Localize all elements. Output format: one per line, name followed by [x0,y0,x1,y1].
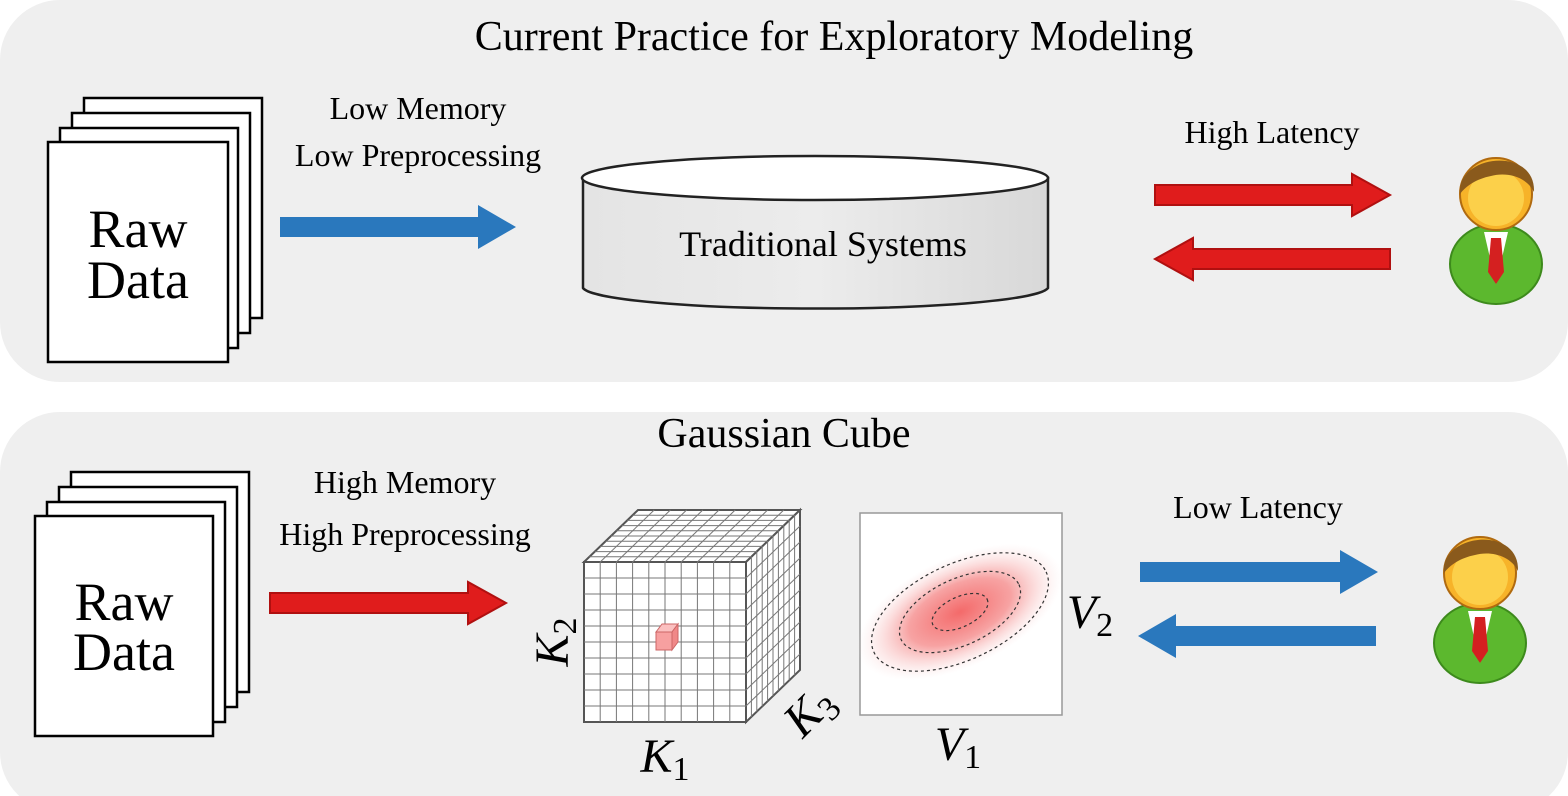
raw-data-label: Data [73,622,175,682]
grid-line [745,589,801,643]
grid-line [680,509,736,563]
arrow-label: High Preprocessing [279,516,531,552]
cube [581,507,803,725]
grid-line [745,653,801,707]
axis-label: V2 [1067,586,1113,644]
arrow [269,580,509,626]
arrow [1152,236,1391,282]
arrow-label: High Memory [314,464,496,500]
arrow [1154,172,1393,218]
arrow [280,205,516,249]
grid-line [729,509,785,563]
raw-data-label: Raw [89,199,188,259]
traditional-systems: Traditional Systems [580,154,1050,310]
axis-symbol: V [935,718,969,771]
axis-symbol: K [526,632,579,668]
raw-data-stack: Raw Data [46,96,264,364]
axis-subscript: 2 [547,617,584,634]
raw-data-label: Raw [75,572,174,632]
panel-title: Current Practice for Exploratory Modelin… [475,14,1193,60]
arrow [1138,614,1376,658]
axis-symbol: K [639,730,675,783]
raw-data-label: Data [87,250,189,310]
density-plot [857,512,1063,716]
grid-line [697,509,752,563]
axis-label: K1 [639,730,689,788]
arrow-label: Low Preprocessing [295,137,541,173]
grid-line [745,637,801,691]
arrow-label: Low Memory [330,90,507,126]
panel-current-practice: Current Practice for Exploratory Modelin… [0,0,1568,382]
latency-label: Low Latency [1173,489,1343,525]
axis-label: K2 [526,617,584,667]
grid-line [713,509,768,563]
panel-gaussian-cube: Gaussian Cube Raw Data High Memory High … [0,411,1568,796]
axis-subscript: 2 [1096,607,1113,644]
latency-label: High Latency [1184,114,1359,150]
axis-subscript: 1 [673,751,690,788]
raw-data-stack: Raw Data [33,470,251,738]
axis-subscript: 1 [964,739,981,776]
axis-label: V1 [935,718,981,776]
system-label: Traditional Systems [679,224,967,264]
arrow [1140,550,1378,594]
highlighted-cell [655,622,679,652]
grid-line [745,621,801,675]
axis-symbol: V [1067,586,1101,639]
grid-line [745,605,801,659]
panel-title: Gaussian Cube [657,411,910,457]
